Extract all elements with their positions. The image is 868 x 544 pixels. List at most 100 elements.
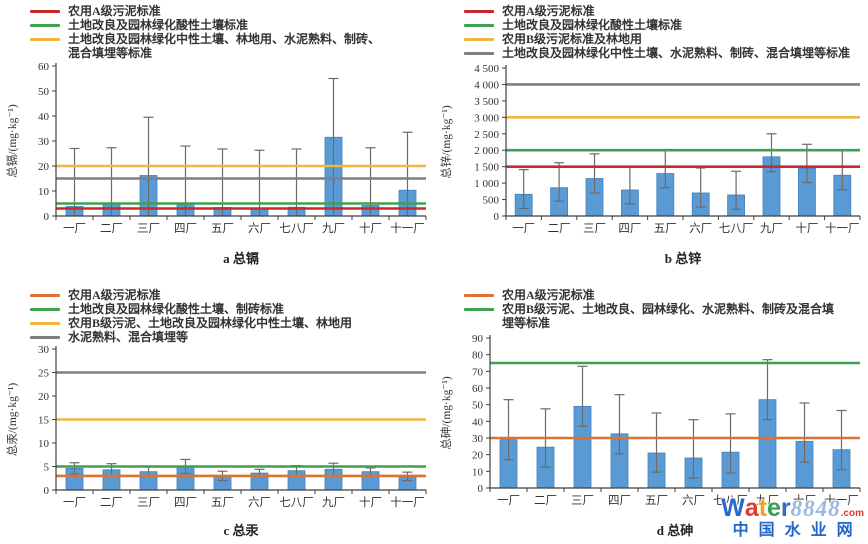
- watermark-letter: r: [780, 493, 791, 522]
- legend-item: 水泥熟料、混合填埋等: [30, 330, 434, 344]
- y-tick-label: 25: [38, 368, 50, 380]
- chart-a-total-cadmium: 农用A级污泥标准 土地改良及园林绿化酸性土壤标准 土地改良及园林绿化中性土壤、林地用…: [0, 0, 434, 272]
- x-category-label: 五厂: [211, 223, 234, 235]
- legend-label: 农用A级污泥标准: [68, 4, 161, 18]
- x-category-label: 二厂: [100, 223, 123, 235]
- legend-line-swatch-green: [464, 308, 494, 311]
- y-axis-label: 总锌/(mg·kg⁻¹): [439, 105, 453, 179]
- y-tick-label: 80: [472, 350, 484, 362]
- x-category-label: 六厂: [689, 222, 712, 235]
- x-category-label: 十一厂: [390, 221, 425, 235]
- x-category-label: 二厂: [100, 497, 123, 509]
- legend-item: 农用B级污泥、土地改良、园林绿化、水泥熟料、制砖及混合填埋等标准: [464, 302, 868, 330]
- legend-d: 农用A级污泥标准 农用B级污泥、土地改良、园林绿化、水泥熟料、制砖及混合填埋等标准: [434, 272, 868, 330]
- x-category-label: 十一厂: [390, 495, 425, 509]
- legend-line-swatch-yellow: [464, 38, 494, 41]
- x-category-label: 十一厂: [824, 493, 859, 507]
- watermark-letter: e: [767, 493, 781, 522]
- legend-item: 土地改良及园林绿化酸性土壤标准: [30, 18, 434, 32]
- x-category-label: 一厂: [63, 223, 86, 235]
- legend-label: 土地改良及园林绿化中性土壤、林地用、水泥熟料、制砖、混合填埋等标准: [68, 32, 381, 60]
- y-tick-label: 5: [44, 462, 50, 474]
- legend-line-swatch-orange: [30, 294, 60, 297]
- x-category-label: 六厂: [248, 496, 271, 509]
- watermark-logo: Water8848.com: [721, 494, 864, 522]
- y-tick-label: 0: [44, 211, 50, 223]
- chart-d-total-arsenic: 农用A级污泥标准 农用B级污泥、土地改良、园林绿化、水泥熟料、制砖及混合填埋等标准…: [434, 272, 868, 544]
- legend-line-swatch-yellow: [30, 38, 60, 41]
- legend-label: 土地改良及园林绿化中性土壤、水泥熟料、制砖、混合填埋等标准: [502, 46, 851, 60]
- chart-c-total-mercury: 农用A级污泥标准 土地改良及园林绿化酸性土壤、制砖标准 农用B级污泥、土地改良及园林…: [0, 272, 434, 544]
- x-category-label: 九厂: [756, 494, 779, 507]
- y-tick-label: 0: [494, 211, 500, 223]
- chart-d-caption: d 总砷: [656, 523, 694, 538]
- legend-line-swatch-gray: [30, 336, 60, 339]
- x-category-label: 五厂: [654, 223, 677, 235]
- x-category-label: 三厂: [583, 223, 606, 235]
- legend-item: 农用A级污泥标准: [30, 4, 434, 18]
- x-category-label: 九厂: [760, 222, 783, 235]
- x-category-label: 七八厂: [713, 494, 748, 507]
- watermark-water-text: Water: [721, 494, 790, 522]
- y-tick-label: 500: [483, 195, 500, 207]
- x-category-label: 五厂: [645, 495, 668, 507]
- legend-item: 农用B级污泥、土地改良及园林绿化中性土壤、林地用: [30, 316, 434, 330]
- y-tick-label: 20: [38, 391, 50, 403]
- legend-label: 农用A级污泥标准: [502, 288, 595, 302]
- y-tick-label: 30: [38, 136, 50, 148]
- legend-label: 土地改良及园林绿化酸性土壤、制砖标准: [68, 302, 285, 316]
- plot-a: 0 10 20 30 40 50 60 一厂 二厂 三厂 四厂 五厂 六厂 七八厂 九厂 十厂 十一厂 总镉/(m…: [5, 61, 427, 235]
- x-category-label: 十厂: [359, 221, 382, 235]
- legend-label: 农用B级污泥、土地改良、园林绿化、水泥熟料、制砖及混合填埋等标准: [502, 302, 835, 330]
- x-category-label: 二厂: [534, 495, 557, 507]
- legend-label: 土地改良及园林绿化酸性土壤标准: [502, 18, 683, 32]
- y-tick-label: 0: [478, 483, 484, 495]
- y-tick-label: 3 500: [474, 96, 499, 108]
- y-tick-label: 15: [38, 415, 50, 427]
- legend-label: 农用B级污泥、土地改良及园林绿化中性土壤、林地用: [68, 316, 353, 330]
- chart-a-caption: a 总镉: [223, 251, 259, 266]
- plot-c: 0 5 10 15 20 25 30 一厂 二厂 三厂 四厂 五厂 六厂 七八厂 九厂 十厂 十一厂 总汞/(mg…: [5, 344, 427, 509]
- legend-item: 农用A级污泥标准: [464, 4, 868, 18]
- x-category-label: 十厂: [793, 493, 816, 507]
- legend-label: 农用B级污泥标准及林地用: [502, 32, 643, 46]
- y-tick-label: 1 000: [474, 178, 499, 190]
- y-tick-label: 4 000: [474, 79, 499, 91]
- y-tick-label: 20: [38, 161, 50, 173]
- y-tick-label: 4 500: [474, 63, 499, 75]
- legend-item: 农用A级污泥标准: [464, 288, 868, 302]
- x-category-label: 一厂: [63, 497, 86, 509]
- watermark-letter: a: [744, 493, 759, 522]
- y-tick-label: 60: [472, 383, 484, 395]
- legend-line-swatch-yellow: [30, 322, 60, 325]
- x-category-label: 三厂: [137, 223, 160, 235]
- x-category-label: 四厂: [618, 223, 641, 235]
- legend-a: 农用A级污泥标准 土地改良及园林绿化酸性土壤标准 土地改良及园林绿化中性土壤、林地用…: [0, 0, 434, 60]
- y-tick-label: 1 500: [474, 162, 499, 174]
- y-axis-label: 总砷/(mg·kg⁻¹): [439, 376, 453, 450]
- y-tick-label: 30: [38, 344, 50, 356]
- y-tick-label: 20: [472, 450, 484, 462]
- x-category-label: 六厂: [682, 494, 705, 507]
- y-tick-label: 30: [472, 433, 484, 445]
- y-tick-label: 10: [472, 466, 484, 478]
- x-category-label: 二厂: [548, 223, 571, 235]
- plot-d: 0 10 20 30 40 50 60 70 80 90 一厂 二厂 三厂 四厂 五厂 六厂 七八厂 九厂 十厂 十一…: [439, 333, 861, 507]
- watermark-letter: t: [758, 493, 768, 522]
- chart-b-total-zinc: 农用A级污泥标准 土地改良及园林绿化酸性土壤标准 农用B级污泥标准及林地用 土地改良及…: [434, 0, 868, 272]
- x-category-label: 一厂: [497, 495, 520, 507]
- watermark: Water8848.com 中国水业网: [721, 495, 864, 540]
- legend-label: 农用A级污泥标准: [502, 4, 595, 18]
- watermark-number: 8848: [790, 495, 841, 521]
- chart-b-caption: b 总锌: [664, 251, 702, 266]
- legend-item: 土地改良及园林绿化中性土壤、水泥熟料、制砖、混合填埋等标准: [464, 46, 868, 60]
- x-category-label: 十厂: [359, 495, 382, 509]
- watermark-letter: W: [721, 493, 745, 522]
- legend-item: 农用A级污泥标准: [30, 288, 434, 302]
- x-category-label: 三厂: [137, 497, 160, 509]
- x-category-label: 七八厂: [719, 222, 754, 235]
- x-category-label: 四厂: [174, 223, 197, 235]
- legend-label: 水泥熟料、混合填埋等: [68, 330, 189, 344]
